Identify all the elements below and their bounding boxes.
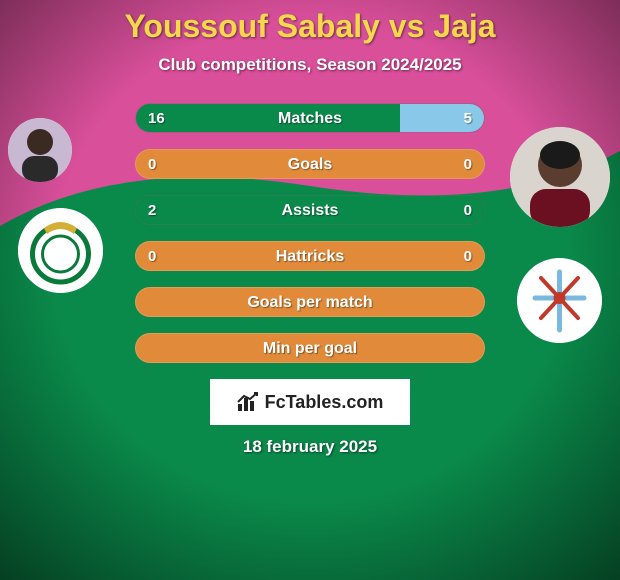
stat-row: 00Hattricks xyxy=(135,241,485,271)
page-title: Youssouf Sabaly vs Jaja xyxy=(0,8,620,45)
subtitle: Club competitions, Season 2024/2025 xyxy=(0,55,620,75)
stat-label: Goals per match xyxy=(136,288,484,317)
stat-label: Hattricks xyxy=(136,242,484,271)
right-club-badge xyxy=(517,258,602,343)
date-text: 18 february 2025 xyxy=(0,437,620,457)
stat-label: Assists xyxy=(136,196,484,225)
stat-row: 20Assists xyxy=(135,195,485,225)
chart-icon xyxy=(237,392,259,412)
stat-row: 165Matches xyxy=(135,103,485,133)
stat-row: 00Goals xyxy=(135,149,485,179)
stat-row: Min per goal xyxy=(135,333,485,363)
branding-text: FcTables.com xyxy=(265,392,384,413)
branding-badge: FcTables.com xyxy=(210,379,410,425)
right-player-avatar xyxy=(510,127,610,227)
left-club-badge xyxy=(18,208,103,293)
stats-bars: 165Matches 00Goals 20Assists 00Hattricks Goa… xyxy=(135,103,485,363)
stat-row: Goals per match xyxy=(135,287,485,317)
left-player-avatar xyxy=(8,118,72,182)
stat-label: Goals xyxy=(136,150,484,179)
stat-label: Min per goal xyxy=(136,334,484,363)
stat-label: Matches xyxy=(136,104,484,133)
